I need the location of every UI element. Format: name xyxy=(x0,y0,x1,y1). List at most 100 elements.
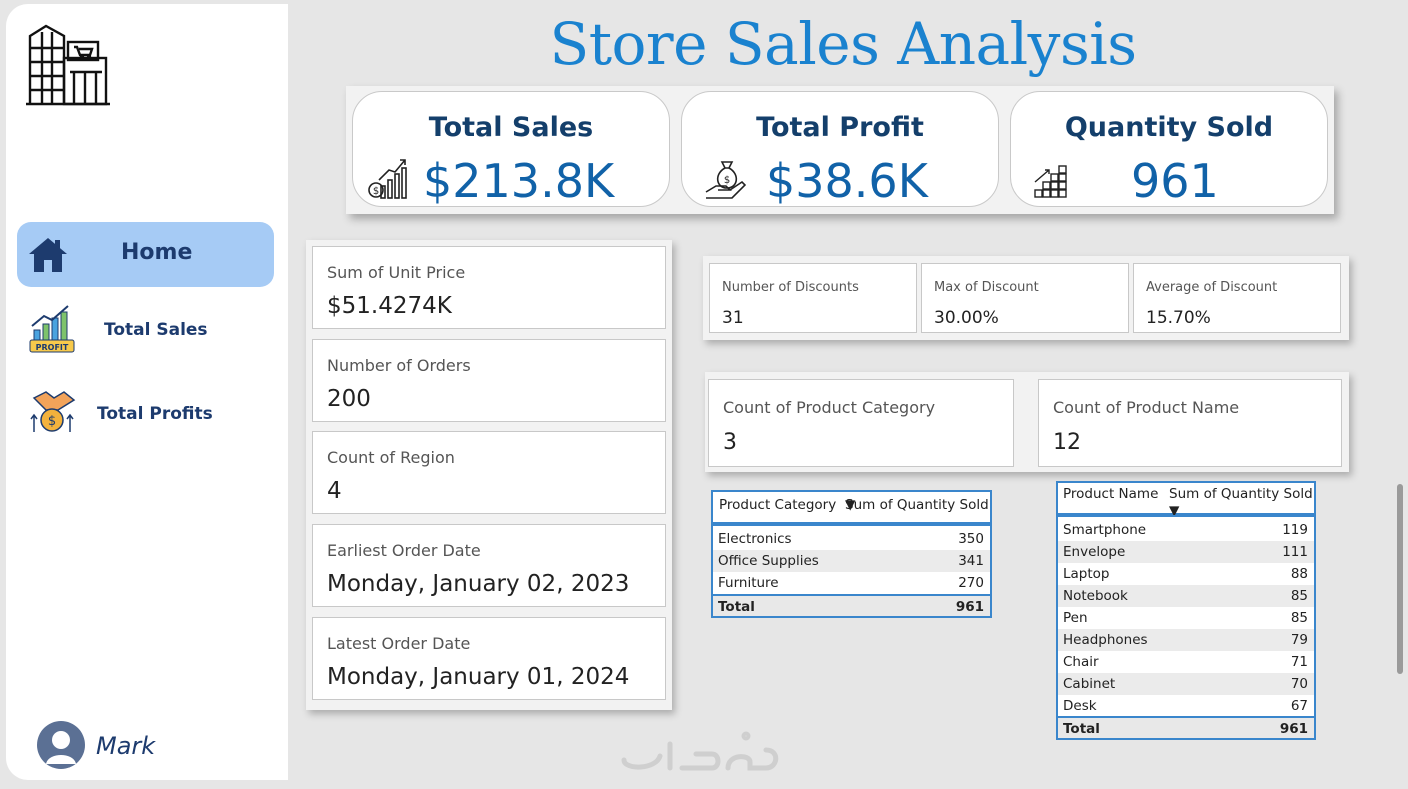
card-label: Count of Product Category xyxy=(723,398,936,417)
cell-name: Electronics xyxy=(718,531,792,547)
cell-name: Pen xyxy=(1063,610,1088,626)
cell-name: Laptop xyxy=(1063,566,1110,582)
table-body: Electronics 350 Office Supplies 341 Furn… xyxy=(711,524,992,596)
kpi-value: $38.6K xyxy=(766,154,928,208)
card-sum-unit-price: Sum of Unit Price $51.4274K xyxy=(312,246,666,329)
cell-name: Notebook xyxy=(1063,588,1128,604)
card-earliest-order-date: Earliest Order Date Monday, January 02, … xyxy=(312,524,666,607)
card-value: 15.70% xyxy=(1146,308,1211,328)
table-row: Headphones 79 xyxy=(1058,629,1314,651)
card-value: 31 xyxy=(722,308,744,328)
card-count-product-name: Count of Product Name 12 xyxy=(1038,379,1342,467)
table-row: Notebook 85 xyxy=(1058,585,1314,607)
category-table: Product Category Sum of Quantity Sold ▼ … xyxy=(711,490,992,618)
cell-name: Furniture xyxy=(718,575,779,591)
card-value: 12 xyxy=(1053,430,1081,455)
sort-desc-icon[interactable]: ▼ xyxy=(1169,503,1180,519)
cell-name: Headphones xyxy=(1063,632,1148,648)
card-average-of-discount: Average of Discount 15.70% xyxy=(1133,263,1341,333)
card-latest-order-date: Latest Order Date Monday, January 01, 20… xyxy=(312,617,666,700)
card-value: $51.4274K xyxy=(327,293,452,319)
svg-text:$: $ xyxy=(48,414,56,429)
table-row: Smartphone 119 xyxy=(1058,519,1314,541)
card-number-of-discounts: Number of Discounts 31 xyxy=(709,263,917,333)
card-max-of-discount: Max of Discount 30.00% xyxy=(921,263,1129,333)
card-count-product-category: Count of Product Category 3 xyxy=(708,379,1014,467)
kpi-value: $213.8K xyxy=(423,154,615,208)
user-name: Mark xyxy=(96,732,156,760)
table-row: Chair 71 xyxy=(1058,651,1314,673)
card-label: Average of Discount xyxy=(1146,280,1278,295)
cell-value: 67 xyxy=(1290,698,1308,714)
table-row: Office Supplies 341 xyxy=(713,550,990,572)
table-header: Product Name Sum of Quantity Sold ▼ xyxy=(1056,481,1316,519)
product-table: Product Name Sum of Quantity Sold ▼ Smar… xyxy=(1056,481,1316,741)
cell-value: 341 xyxy=(958,553,984,569)
count-cards: Count of Product Category 3 Count of Pro… xyxy=(705,372,1349,472)
kpi-total-sales: Total Sales $ $213.8K xyxy=(352,91,670,208)
scrollbar-thumb[interactable] xyxy=(1397,484,1403,674)
card-number-of-orders: Number of Orders 200 xyxy=(312,339,666,422)
cell-name: Smartphone xyxy=(1063,522,1147,538)
cell-name: Chair xyxy=(1063,654,1099,670)
svg-text:$: $ xyxy=(373,186,379,197)
column-header-category[interactable]: Product Category xyxy=(719,497,837,513)
card-label: Max of Discount xyxy=(934,280,1039,295)
svg-text:$: $ xyxy=(724,175,730,186)
cell-value: 79 xyxy=(1290,632,1308,648)
card-value: 3 xyxy=(723,430,737,455)
nav-home-label: Home xyxy=(121,240,193,265)
sidebar: Home PROFIT Total Sales $ Total Profits … xyxy=(6,4,288,780)
cell-value: 270 xyxy=(958,575,984,591)
table-total-row: Total 961 xyxy=(711,594,992,618)
card-value: 30.00% xyxy=(934,308,999,328)
table-row: Pen 85 xyxy=(1058,607,1314,629)
card-label: Earliest Order Date xyxy=(327,541,481,560)
table-row: Electronics 350 xyxy=(713,528,990,550)
table-row: Laptop 88 xyxy=(1058,563,1314,585)
card-value: 4 xyxy=(327,478,342,504)
user-profile[interactable]: Mark xyxy=(36,720,236,774)
kpi-strip: Total Sales $ $213.8K Total Profit $ $38… xyxy=(346,86,1334,214)
column-header-product[interactable]: Product Name xyxy=(1063,486,1159,502)
cell-name: Office Supplies xyxy=(718,553,819,569)
sort-desc-icon[interactable]: ▼ xyxy=(845,497,856,513)
total-label: Total xyxy=(1063,721,1100,737)
table-row: Cabinet 70 xyxy=(1058,673,1314,695)
column-header-quantity[interactable]: Sum of Quantity Sold xyxy=(845,497,989,513)
total-value: 961 xyxy=(1279,721,1308,737)
nav-total-sales[interactable]: PROFIT Total Sales xyxy=(26,304,276,354)
total-value: 961 xyxy=(955,599,984,615)
card-label: Count of Region xyxy=(327,448,455,467)
sales-chart-icon: $ xyxy=(368,159,407,199)
discount-cards: Number of Discounts 31 Max of Discount 3… xyxy=(703,256,1349,340)
cell-name: Envelope xyxy=(1063,544,1126,560)
card-label: Sum of Unit Price xyxy=(327,263,466,282)
kpi-value: 961 xyxy=(1131,154,1219,208)
card-value: Monday, January 02, 2023 xyxy=(327,571,630,597)
cell-value: 119 xyxy=(1282,522,1308,538)
cell-value: 88 xyxy=(1290,566,1308,582)
handshake-coin-icon: $ xyxy=(30,391,76,432)
card-label: Count of Product Name xyxy=(1053,398,1240,417)
cell-value: 85 xyxy=(1290,588,1308,604)
table-row: Furniture 270 xyxy=(713,572,990,594)
kpi-quantity-sold: Quantity Sold 961 xyxy=(1010,91,1328,208)
table-header: Product Category Sum of Quantity Sold ▼ xyxy=(711,490,992,524)
kpi-title: Quantity Sold xyxy=(1064,112,1274,143)
cell-value: 111 xyxy=(1282,544,1308,560)
card-label: Number of Orders xyxy=(327,356,471,375)
column-header-quantity[interactable]: Sum of Quantity Sold xyxy=(1169,486,1313,502)
table-body: Smartphone 119 Envelope 111 Laptop 88 Noteb… xyxy=(1056,515,1316,718)
card-value: 200 xyxy=(327,386,371,412)
svg-text:PROFIT: PROFIT xyxy=(36,343,69,352)
nav-home[interactable]: Home xyxy=(17,222,274,287)
cell-value: 70 xyxy=(1290,676,1308,692)
profit-chart-icon: PROFIT xyxy=(29,305,75,353)
nav-total-profits[interactable]: $ Total Profits xyxy=(26,388,276,438)
table-total-row: Total 961 xyxy=(1056,716,1316,740)
nav-total-sales-label: Total Sales xyxy=(104,320,208,340)
summary-cards: Sum of Unit Price $51.4274K Number of Or… xyxy=(306,240,672,710)
cell-name: Desk xyxy=(1063,698,1097,714)
kpi-total-profit: Total Profit $ $38.6K xyxy=(681,91,999,208)
